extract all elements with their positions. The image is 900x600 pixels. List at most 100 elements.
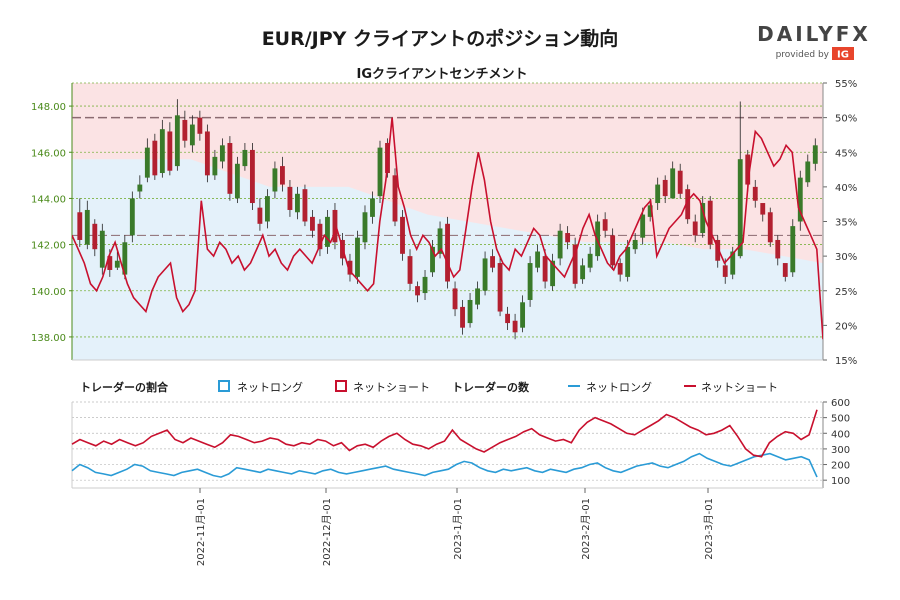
legend-count-title: トレーダーの数 bbox=[452, 380, 530, 394]
dailyfx-logo: DAILYFX provided by IG bbox=[757, 22, 871, 61]
candle-body bbox=[167, 131, 173, 171]
candle-body bbox=[347, 260, 353, 275]
candle-body bbox=[685, 189, 691, 220]
legend-count-short-label: ネットショート bbox=[701, 381, 778, 394]
pct-tick-label: 50% bbox=[835, 114, 857, 125]
page-title: EUR/JPY クライアントのポジション動向 bbox=[262, 27, 619, 50]
candle-body bbox=[587, 253, 593, 268]
candle-body bbox=[407, 256, 413, 284]
candle-body bbox=[302, 189, 308, 222]
candle-body bbox=[370, 198, 375, 217]
candle-body bbox=[144, 147, 150, 178]
candle-body bbox=[632, 239, 638, 250]
candle-body bbox=[174, 115, 180, 167]
candle-body bbox=[520, 302, 526, 328]
pct-tick-label: 40% bbox=[835, 183, 857, 194]
candle-body bbox=[655, 184, 661, 204]
pct-tick-label: 15% bbox=[835, 356, 857, 367]
logo-ig: IG bbox=[837, 50, 849, 61]
candle-body bbox=[512, 320, 518, 333]
candle-body bbox=[662, 179, 668, 197]
candle-body bbox=[775, 239, 781, 259]
candle-body bbox=[805, 161, 811, 183]
candle-body bbox=[422, 276, 428, 294]
price-tick-label: 140.00 bbox=[31, 287, 66, 298]
candle-body bbox=[782, 263, 788, 277]
candle-body bbox=[557, 230, 563, 259]
candle-body bbox=[272, 168, 278, 192]
candle-body bbox=[287, 186, 293, 210]
candle-body bbox=[362, 212, 368, 243]
pct-tick-label: 45% bbox=[835, 148, 857, 159]
candle-body bbox=[355, 237, 360, 277]
candle-body bbox=[565, 233, 571, 243]
candle-body bbox=[445, 223, 450, 282]
legend-short-square-icon bbox=[335, 380, 347, 392]
candle-body bbox=[107, 256, 113, 270]
long-count-line bbox=[71, 452, 818, 478]
legend-ratio-title: トレーダーの割合 bbox=[80, 380, 169, 394]
count-tick-label: 400 bbox=[831, 429, 850, 440]
candle-body bbox=[527, 263, 533, 300]
candle-body bbox=[625, 246, 631, 277]
candle-body bbox=[122, 242, 128, 275]
price-tick-label: 146.00 bbox=[31, 148, 66, 159]
candle-body bbox=[580, 265, 586, 280]
candle-body bbox=[137, 184, 143, 192]
candle-body bbox=[602, 219, 608, 231]
candle-body bbox=[460, 306, 465, 328]
pct-tick-label: 30% bbox=[835, 252, 857, 263]
date-tick-label: 2023-2月-01 bbox=[580, 498, 592, 560]
candle-body bbox=[707, 200, 713, 245]
count-tick-label: 600 bbox=[831, 398, 850, 409]
logo-text: DAILYFX bbox=[757, 22, 871, 46]
price-tick-label: 144.00 bbox=[31, 194, 66, 205]
count-tick-label: 100 bbox=[831, 476, 850, 487]
pct-tick-label: 25% bbox=[835, 287, 857, 298]
candle-body bbox=[249, 149, 255, 204]
date-tick-label: 2022-12月-01 bbox=[321, 498, 333, 566]
legend-long-square-icon bbox=[218, 380, 230, 392]
candle-body bbox=[332, 209, 338, 243]
candle-body bbox=[550, 260, 556, 287]
short-count-line bbox=[71, 409, 818, 458]
candle-body bbox=[730, 251, 736, 275]
candle-body bbox=[129, 198, 135, 236]
candle-body bbox=[572, 244, 578, 284]
candle-body bbox=[415, 286, 420, 296]
candle-body bbox=[264, 196, 270, 222]
candle-body bbox=[77, 212, 83, 240]
candle-body bbox=[467, 299, 473, 324]
candle-body bbox=[812, 145, 818, 164]
candle-body bbox=[99, 230, 105, 268]
candle-body bbox=[234, 163, 240, 199]
candle-body bbox=[542, 256, 548, 282]
candle-body bbox=[745, 154, 751, 185]
candle-body bbox=[227, 143, 233, 194]
price-panel: 138.00 140.00 142.00 144.00 146.00 148.00 15% 2… bbox=[31, 79, 857, 367]
candle-body bbox=[677, 170, 683, 194]
candle-body bbox=[197, 117, 203, 134]
candle-body bbox=[325, 216, 330, 247]
candle-body bbox=[670, 168, 676, 199]
legend: トレーダーの割合 ネットロング ネットショート トレーダーの数 ネットロング ネ… bbox=[80, 380, 778, 394]
candle-body bbox=[475, 288, 480, 305]
date-tick-label: 2023-3月-01 bbox=[703, 498, 715, 560]
candle-body bbox=[400, 216, 405, 254]
count-tick-label: 500 bbox=[831, 414, 850, 425]
candle-body bbox=[430, 246, 435, 273]
candle-body bbox=[242, 149, 248, 167]
candle-body bbox=[437, 228, 443, 254]
legend-ratio-short-label: ネットショート bbox=[353, 381, 430, 394]
candle-body bbox=[295, 193, 300, 213]
candle-body bbox=[114, 260, 120, 268]
logo-provided-by: provided by bbox=[776, 50, 830, 60]
legend-count-long-label: ネットロング bbox=[586, 380, 652, 394]
candle-body bbox=[715, 239, 721, 261]
candle-body bbox=[617, 263, 623, 275]
pct-tick-label: 35% bbox=[835, 218, 857, 229]
candle-body bbox=[482, 258, 488, 291]
price-tick-label: 148.00 bbox=[31, 102, 66, 113]
